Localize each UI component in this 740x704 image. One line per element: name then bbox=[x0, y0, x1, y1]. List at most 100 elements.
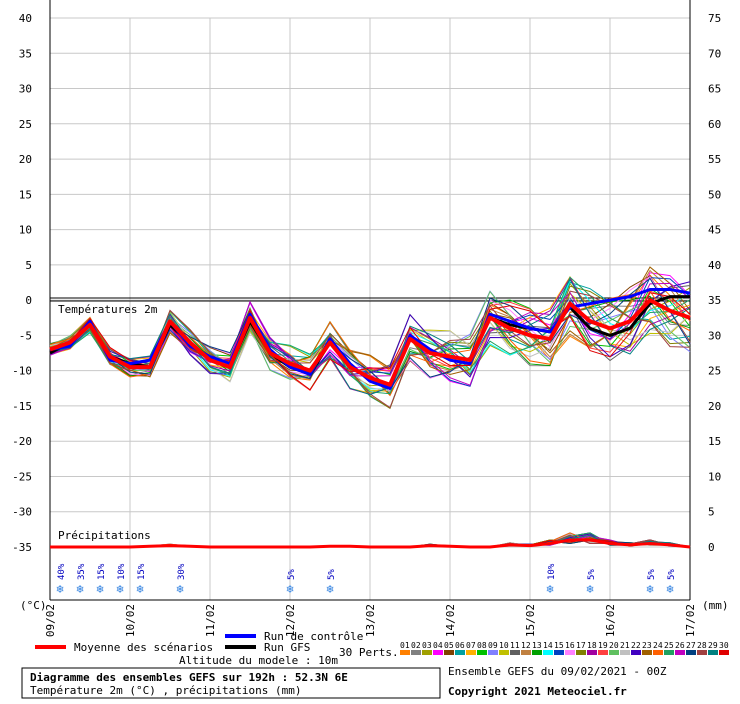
perturbation-swatch bbox=[708, 650, 718, 655]
perturbation-swatch bbox=[620, 650, 630, 655]
perturbation-swatch bbox=[576, 650, 586, 655]
perturbation-id-label: 06 bbox=[455, 641, 465, 650]
left-tick-label: 20 bbox=[19, 153, 32, 166]
perturbation-swatch bbox=[433, 650, 443, 655]
x-axis-ticks: 09/02 10/02 11/02 12/02 13/02 14/02 15/02 16/02… bbox=[44, 604, 697, 637]
snow-pct-label: 5% bbox=[587, 569, 597, 580]
left-tick-label: 10 bbox=[19, 224, 32, 237]
snow-pct-label: 30% bbox=[177, 563, 187, 580]
perturbation-swatch bbox=[543, 650, 553, 655]
perturbation-swatch bbox=[631, 650, 641, 655]
snow-pct-label: 40% bbox=[57, 563, 67, 580]
right-tick-label: 30 bbox=[708, 329, 721, 342]
perturbation-id-label: 12 bbox=[521, 641, 531, 650]
perturbation-id-label: 28 bbox=[697, 641, 707, 650]
perturbation-swatch bbox=[664, 650, 674, 655]
perturbation-swatch bbox=[444, 650, 454, 655]
right-tick-label: 70 bbox=[708, 47, 721, 60]
perturbation-swatch bbox=[686, 650, 696, 655]
left-tick-label: 0 bbox=[25, 294, 32, 307]
left-tick-label: 30 bbox=[19, 83, 32, 96]
perturbation-swatch bbox=[697, 650, 707, 655]
left-tick-label: -20 bbox=[12, 435, 32, 448]
perturbation-id-label: 30 bbox=[719, 641, 729, 650]
x-tick-label: 09/02 bbox=[44, 604, 57, 637]
perturbation-id-label: 29 bbox=[708, 641, 718, 650]
perturbation-swatch bbox=[521, 650, 531, 655]
perturbation-id-label: 26 bbox=[675, 641, 685, 650]
perturbation-id-label: 10 bbox=[499, 641, 509, 650]
legend-mean-label: Moyenne des scénarios bbox=[74, 641, 213, 654]
x-tick-label: 13/02 bbox=[364, 604, 377, 637]
right-tick-label: 55 bbox=[708, 153, 721, 166]
perturbation-swatch bbox=[587, 650, 597, 655]
right-tick-label: 10 bbox=[708, 470, 721, 483]
perturbation-id-label: 05 bbox=[444, 641, 454, 650]
right-tick-label: 40 bbox=[708, 259, 721, 272]
snow-pct-label: 5% bbox=[667, 569, 677, 580]
right-tick-label: 50 bbox=[708, 188, 721, 201]
perturbation-id-label: 19 bbox=[598, 641, 608, 650]
left-tick-label: -5 bbox=[19, 329, 32, 342]
perturbation-swatch bbox=[609, 650, 619, 655]
perturbation-id-label: 20 bbox=[609, 641, 619, 650]
snowflake-icon: ❄ bbox=[96, 582, 103, 596]
snowflake-icon: ❄ bbox=[646, 582, 653, 596]
perturbation-swatch bbox=[422, 650, 432, 655]
perturbation-id-label: 24 bbox=[653, 641, 663, 650]
right-tick-label: 25 bbox=[708, 365, 721, 378]
perturbation-swatch bbox=[565, 650, 575, 655]
perturbation-id-label: 27 bbox=[686, 641, 696, 650]
perturbation-id-label: 16 bbox=[565, 641, 575, 650]
perturbation-id-label: 03 bbox=[422, 641, 432, 650]
left-tick-label: -30 bbox=[12, 506, 32, 519]
perturbation-swatch bbox=[653, 650, 663, 655]
snow-pct-label: 15% bbox=[97, 563, 107, 580]
left-tick-label: 15 bbox=[19, 188, 32, 201]
perturbation-swatch bbox=[532, 650, 542, 655]
perturbation-id-label: 09 bbox=[488, 641, 498, 650]
snow-pct-label: 15% bbox=[137, 563, 147, 580]
precip-mean-line bbox=[50, 538, 691, 549]
perturbation-swatch bbox=[675, 650, 685, 655]
x-tick-label: 17/02 bbox=[684, 604, 697, 637]
footer-title: Diagramme des ensembles GEFS sur 192h : … bbox=[30, 671, 348, 684]
perturbation-legend: 01 02 03 04 05 06 07 08 09 10 11 12 13 14 15 16 17 18 19 20… bbox=[400, 641, 729, 655]
perturbation-swatch bbox=[642, 650, 652, 655]
left-tick-label: -10 bbox=[12, 365, 32, 378]
right-tick-label: 75 bbox=[708, 12, 721, 25]
x-tick-label: 16/02 bbox=[604, 604, 617, 637]
snowflake-icon: ❄ bbox=[116, 582, 123, 596]
x-tick-label: 10/02 bbox=[124, 604, 137, 637]
right-axis-unit: (mm) bbox=[702, 599, 729, 612]
snow-pct-label: 5% bbox=[287, 569, 297, 580]
right-tick-label: 45 bbox=[708, 224, 721, 237]
perturbation-swatch bbox=[598, 650, 608, 655]
snowflake-icon: ❄ bbox=[176, 582, 183, 596]
snow-pct-label: 5% bbox=[327, 569, 337, 580]
legend-gfs-label: Run GFS bbox=[264, 641, 310, 654]
perturbation-id-label: 21 bbox=[620, 641, 630, 650]
left-tick-label: -15 bbox=[12, 400, 32, 413]
right-tick-label: 5 bbox=[708, 506, 715, 519]
snow-pct-label: 10% bbox=[117, 563, 127, 580]
perturbation-swatch bbox=[411, 650, 421, 655]
main-series bbox=[49, 288, 691, 390]
perturbation-line bbox=[49, 266, 691, 379]
altitude-label: Altitude du modele : 10m bbox=[179, 654, 338, 667]
left-tick-label: -35 bbox=[12, 541, 32, 554]
snow-pct-label: 5% bbox=[647, 569, 657, 580]
perturbation-swatch bbox=[400, 650, 410, 655]
perturbation-swatch bbox=[510, 650, 520, 655]
right-tick-label: 60 bbox=[708, 118, 721, 131]
snowflake-icon: ❄ bbox=[666, 582, 673, 596]
left-tick-label: 35 bbox=[19, 47, 32, 60]
ensemble-label: Ensemble GEFS du 09/02/2021 - 00Z bbox=[448, 665, 667, 678]
precip-mean-series bbox=[50, 538, 691, 549]
perturbation-id-label: 14 bbox=[543, 641, 553, 650]
perturbation-swatch bbox=[455, 650, 465, 655]
precip-section-label: Précipitations bbox=[58, 529, 151, 542]
perturbation-swatch bbox=[477, 650, 487, 655]
